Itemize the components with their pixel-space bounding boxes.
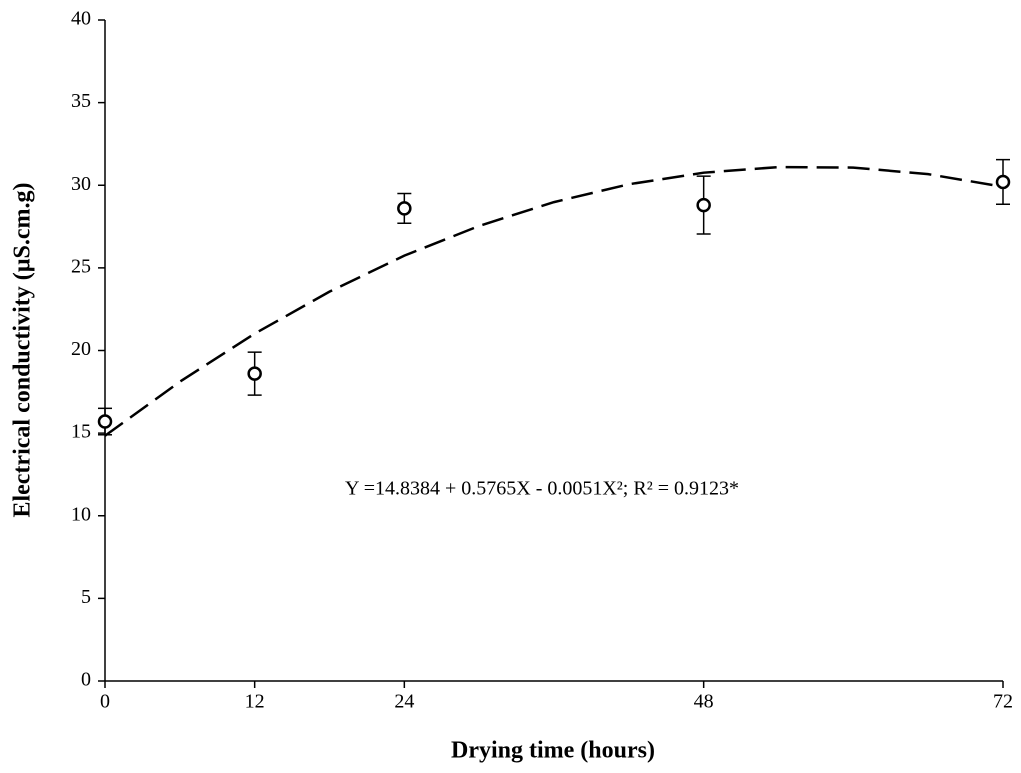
x-tick-label: 12 bbox=[245, 691, 265, 713]
y-tick-label: 0 bbox=[81, 669, 91, 691]
y-tick-label: 20 bbox=[71, 338, 91, 360]
y-tick-label: 40 bbox=[71, 8, 91, 30]
x-tick-label: 72 bbox=[993, 691, 1013, 713]
x-tick-label: 24 bbox=[394, 691, 414, 713]
x-tick-label: 48 bbox=[694, 691, 714, 713]
y-tick-label: 35 bbox=[71, 90, 91, 112]
equation: Y =14.8384 + 0.5765X - 0.0051X²; R² = 0.… bbox=[345, 478, 739, 500]
y-tick-label: 15 bbox=[71, 421, 91, 443]
x-tick-label: 0 bbox=[100, 691, 110, 713]
fit-curve bbox=[104, 165, 1004, 437]
y-tick-label: 25 bbox=[71, 255, 91, 277]
y-tick-label: 10 bbox=[71, 503, 91, 525]
point bbox=[247, 366, 262, 381]
point bbox=[995, 174, 1011, 190]
point bbox=[397, 201, 412, 216]
y-tick-label: 5 bbox=[81, 586, 91, 608]
y-tick-label: 30 bbox=[71, 173, 91, 195]
point bbox=[696, 197, 711, 213]
x-axis-title: Drying time (hours) bbox=[451, 738, 655, 764]
point bbox=[97, 414, 113, 429]
y-axis-title: Electrical conductivity (µS.cm.g) bbox=[10, 182, 36, 517]
